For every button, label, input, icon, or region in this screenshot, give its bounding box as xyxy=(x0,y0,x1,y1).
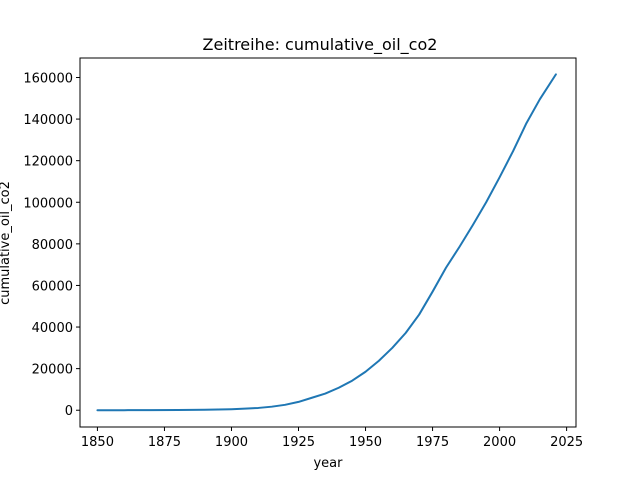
y-tick-label: 80000 xyxy=(32,238,73,253)
x-tick-label: 2025 xyxy=(550,435,583,450)
x-tick-label: 1850 xyxy=(81,435,114,450)
x-tick-label: 1900 xyxy=(215,435,248,450)
axes-frame xyxy=(79,57,577,428)
axis-ticks: 1850 1875 1900 1925 1950 1975 2000 2025 0 20000 40… xyxy=(23,71,583,450)
x-axis-label: year xyxy=(313,456,343,471)
y-tick-label: 140000 xyxy=(23,113,73,128)
y-tick-label: 100000 xyxy=(23,196,73,211)
chart-title: Zeitreihe: cumulative_oil_co2 xyxy=(203,35,438,55)
y-tick-label: 120000 xyxy=(23,155,73,170)
x-tick-label: 1925 xyxy=(282,435,315,450)
series-layer xyxy=(96,73,557,412)
plot-area: 1850 1875 1900 1925 1950 1975 2000 2025 0 20000 40… xyxy=(23,57,583,450)
y-tick-label: 40000 xyxy=(32,321,73,336)
y-tick-label: 60000 xyxy=(32,279,73,294)
y-tick-label: 20000 xyxy=(32,363,73,378)
y-tick-label: 160000 xyxy=(23,71,73,86)
x-tick-label: 2000 xyxy=(483,435,516,450)
x-tick-label: 1875 xyxy=(148,435,181,450)
x-tick-label: 1975 xyxy=(416,435,449,450)
y-tick-label: 0 xyxy=(65,404,73,419)
series-line xyxy=(96,73,557,412)
x-tick-label: 1950 xyxy=(349,435,382,450)
y-axis-label: cumulative_oil_co2 xyxy=(0,181,13,305)
